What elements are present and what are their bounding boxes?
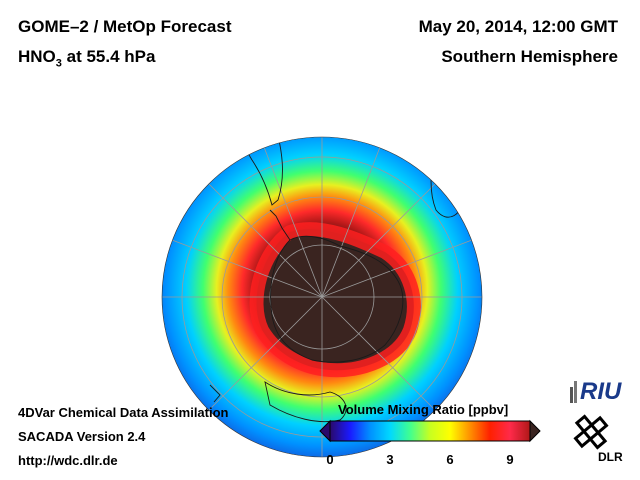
- species-main: HNO: [18, 47, 56, 66]
- website-link[interactable]: http://wdc.dlr.de: [18, 453, 118, 468]
- vortex-edge: [249, 222, 421, 378]
- colorbar-title: Volume Mixing Ratio [ppbv]: [338, 402, 509, 417]
- polar-vortex-core: [256, 229, 414, 371]
- colorbar-tick-6: 6: [446, 452, 454, 467]
- colorbar-min-arrow: [319, 419, 331, 443]
- species-subscript: 3: [55, 57, 62, 70]
- colorbar-max-arrow: [529, 419, 541, 443]
- species-title: HNO3 at 55.4 hPa: [18, 47, 232, 73]
- colorbar-tick-0: 0: [326, 452, 334, 467]
- datetime-label: May 20, 2014, 12:00 GMT: [418, 17, 618, 36]
- colorbar-tick-9: 9: [506, 452, 514, 467]
- graticule: [162, 137, 482, 457]
- product-title: GOME–2 / MetOp Forecast: [18, 17, 232, 36]
- assimilation-label: 4DVar Chemical Data Assimilation: [18, 405, 229, 420]
- date-block: May 20, 2014, 12:00 GMT Southern Hemisph…: [419, 17, 618, 67]
- svg-text:RIU: RIU: [580, 378, 622, 405]
- region-label: Southern Hemisphere: [441, 47, 618, 66]
- version-label: SACADA Version 2.4: [18, 429, 146, 444]
- riu-logo: RIU: [570, 378, 622, 405]
- dlr-label: DLR: [598, 450, 623, 464]
- dlr-logo: [573, 414, 609, 450]
- species-level: at 55.4 hPa: [61, 47, 156, 66]
- colorbar-body: [329, 420, 531, 442]
- colorbar: [319, 419, 541, 443]
- colorbar-tick-3: 3: [386, 452, 394, 467]
- title-block: GOME–2 / MetOp Forecast HNO3 at 55.4 hPa: [18, 17, 232, 73]
